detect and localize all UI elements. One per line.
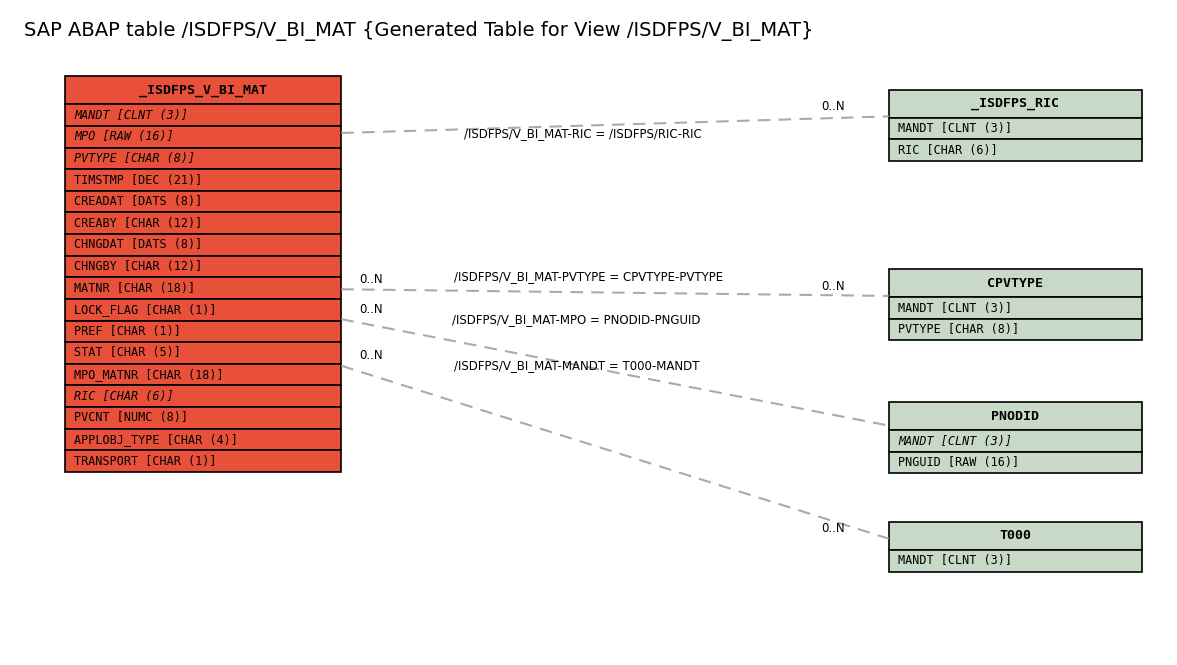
Text: APPLOBJ_TYPE [CHAR (4)]: APPLOBJ_TYPE [CHAR (4)] [74, 433, 238, 446]
Text: 0..N: 0..N [822, 522, 845, 535]
Text: PVTYPE [CHAR (8)]: PVTYPE [CHAR (8)] [74, 152, 195, 165]
Text: MPO_MATNR [CHAR (18)]: MPO_MATNR [CHAR (18)] [74, 368, 224, 381]
Bar [65, 321, 341, 342]
Text: MANDT [CLNT (3)]: MANDT [CLNT (3)] [74, 108, 188, 122]
Text: T000: T000 [999, 529, 1031, 543]
Bar [65, 170, 341, 191]
Bar [889, 402, 1142, 430]
Text: 0..N: 0..N [359, 349, 383, 362]
Text: /ISDFPS/V_BI_MAT-PVTYPE = CPVTYPE-PVTYPE: /ISDFPS/V_BI_MAT-PVTYPE = CPVTYPE-PVTYPE [454, 269, 723, 283]
Bar [65, 407, 341, 429]
Text: CHNGDAT [DATS (8)]: CHNGDAT [DATS (8)] [74, 238, 202, 251]
Text: TRANSPORT [CHAR (1)]: TRANSPORT [CHAR (1)] [74, 454, 217, 467]
Bar [65, 148, 341, 170]
Text: RIC [CHAR (6)]: RIC [CHAR (6)] [898, 144, 998, 157]
Text: RIC [CHAR (6)]: RIC [CHAR (6)] [74, 390, 174, 403]
Text: SAP ABAP table /ISDFPS/V_BI_MAT {Generated Table for View /ISDFPS/V_BI_MAT}: SAP ABAP table /ISDFPS/V_BI_MAT {Generat… [24, 21, 813, 41]
Text: MATNR [CHAR (18)]: MATNR [CHAR (18)] [74, 281, 195, 295]
Text: 0..N: 0..N [359, 273, 383, 286]
Bar [65, 234, 341, 256]
Text: 0..N: 0..N [822, 279, 845, 293]
Bar [65, 191, 341, 213]
Text: /ISDFPS/V_BI_MAT-MPO = PNODID-PNGUID: /ISDFPS/V_BI_MAT-MPO = PNODID-PNGUID [452, 313, 701, 326]
Text: PNGUID [RAW (16)]: PNGUID [RAW (16)] [898, 456, 1019, 469]
Bar [889, 430, 1142, 452]
Bar [889, 319, 1142, 340]
Text: TIMSTMP [DEC (21)]: TIMSTMP [DEC (21)] [74, 174, 202, 187]
Text: CREADAT [DATS (8)]: CREADAT [DATS (8)] [74, 195, 202, 208]
Text: MPO [RAW (16)]: MPO [RAW (16)] [74, 130, 174, 144]
Text: MANDT [CLNT (3)]: MANDT [CLNT (3)] [898, 554, 1012, 567]
Bar [889, 522, 1142, 550]
Bar [889, 452, 1142, 473]
Bar [65, 299, 341, 321]
Bar [65, 213, 341, 234]
Bar [65, 450, 341, 472]
Bar [65, 255, 341, 277]
Text: PNODID: PNODID [991, 410, 1039, 423]
Text: CPVTYPE: CPVTYPE [988, 277, 1043, 290]
Text: PVCNT [NUMC (8)]: PVCNT [NUMC (8)] [74, 411, 188, 424]
Text: /ISDFPS/V_BI_MAT-MANDT = T000-MANDT: /ISDFPS/V_BI_MAT-MANDT = T000-MANDT [454, 359, 699, 372]
Bar [65, 126, 341, 148]
Bar [65, 429, 341, 450]
Text: MANDT [CLNT (3)]: MANDT [CLNT (3)] [898, 434, 1012, 448]
Bar [889, 139, 1142, 161]
Bar [65, 364, 341, 385]
Text: MANDT [CLNT (3)]: MANDT [CLNT (3)] [898, 301, 1012, 315]
Text: CHNGBY [CHAR (12)]: CHNGBY [CHAR (12)] [74, 260, 202, 273]
Text: CREABY [CHAR (12)]: CREABY [CHAR (12)] [74, 217, 202, 230]
Bar [889, 90, 1142, 118]
Bar [889, 297, 1142, 319]
Bar [65, 342, 341, 364]
Text: PREF [CHAR (1)]: PREF [CHAR (1)] [74, 325, 181, 338]
Bar [889, 269, 1142, 297]
Text: _ISDFPS_RIC: _ISDFPS_RIC [971, 97, 1059, 110]
Text: 0..N: 0..N [822, 100, 845, 113]
Bar [65, 76, 341, 104]
Text: 0..N: 0..N [359, 303, 383, 316]
Text: _ISDFPS_V_BI_MAT: _ISDFPS_V_BI_MAT [139, 84, 267, 97]
Bar [889, 550, 1142, 572]
Text: /ISDFPS/V_BI_MAT-RIC = /ISDFPS/RIC-RIC: /ISDFPS/V_BI_MAT-RIC = /ISDFPS/RIC-RIC [464, 126, 701, 140]
Bar [65, 277, 341, 299]
Text: LOCK_FLAG [CHAR (1)]: LOCK_FLAG [CHAR (1)] [74, 303, 217, 317]
Bar [65, 104, 341, 126]
Text: PVTYPE [CHAR (8)]: PVTYPE [CHAR (8)] [898, 323, 1019, 336]
Text: MANDT [CLNT (3)]: MANDT [CLNT (3)] [898, 122, 1012, 135]
Bar [65, 385, 341, 407]
Text: STAT [CHAR (5)]: STAT [CHAR (5)] [74, 346, 181, 360]
Bar [889, 118, 1142, 139]
